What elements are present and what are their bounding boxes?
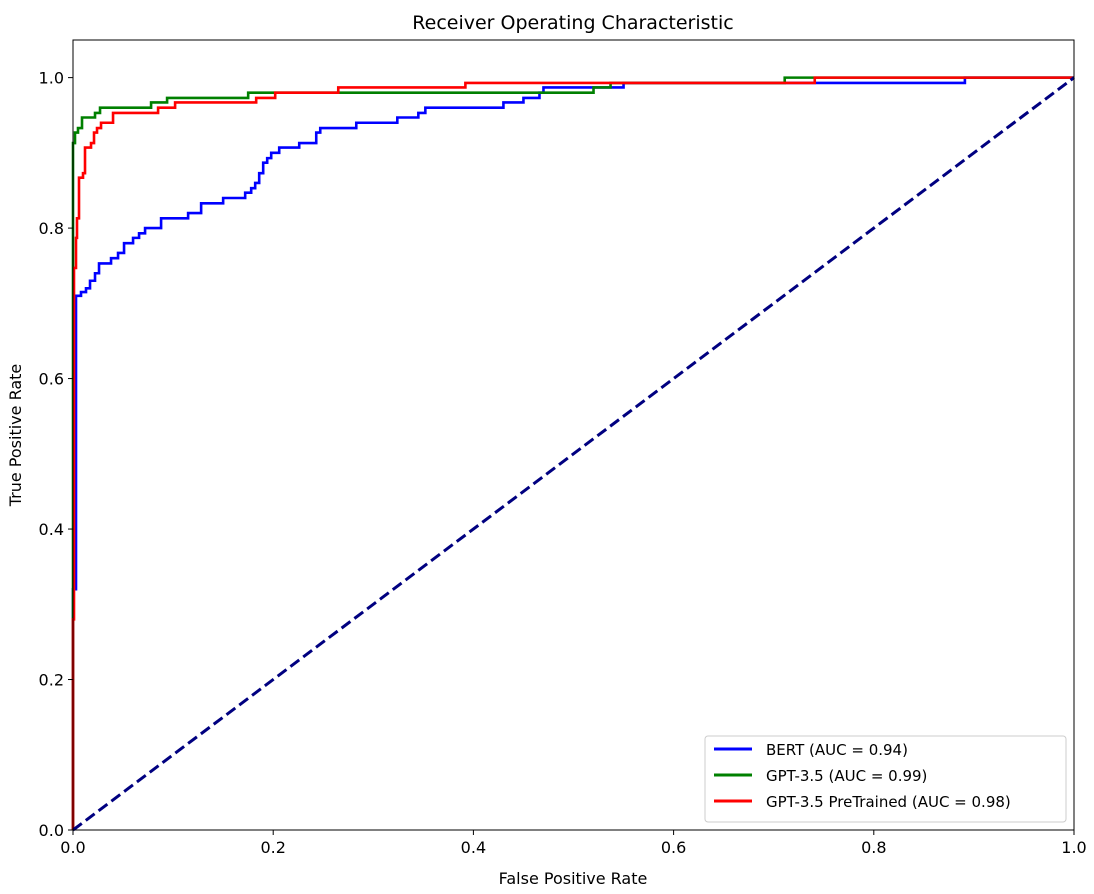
x-tick-label: 0.6 (661, 838, 686, 857)
plot-area (71, 76, 1075, 832)
chart-title: Receiver Operating Characteristic (412, 12, 733, 34)
y-tick-label: 1.0 (39, 69, 64, 88)
y-axis-label: True Positive Rate (6, 364, 25, 508)
x-tick-label: 0.2 (260, 838, 285, 857)
y-tick-label: 0.2 (39, 671, 64, 690)
legend: BERT (AUC = 0.94) GPT-3.5 (AUC = 0.99) G… (704, 735, 1067, 823)
legend-label-bert: BERT (AUC = 0.94) (766, 741, 908, 759)
legend-label-gpt35-pretrained: GPT-3.5 PreTrained (AUC = 0.98) (766, 793, 1011, 811)
series-line-gpt-3-5-pretrained (71, 76, 1074, 830)
axes-frame (72, 39, 1075, 831)
y-tick-label: 0.8 (39, 219, 64, 238)
x-axis-label: False Positive Rate (499, 869, 648, 888)
legend-box (704, 735, 1067, 823)
x-tick-label: 0.8 (861, 838, 886, 857)
y-tick-label: 0.6 (39, 370, 64, 389)
x-tick-label: 1.0 (1061, 838, 1086, 857)
series-line-bert (71, 76, 1074, 830)
axis-ticks: 0.0 0.2 0.4 0.6 0.8 1.0 0.0 0.2 0.4 0.6 0.8 1.0 (39, 69, 1087, 857)
x-tick-label: 0.4 (461, 838, 486, 857)
legend-label-gpt35: GPT-3.5 (AUC = 0.99) (766, 767, 927, 785)
series-line-chance-line (72, 76, 1075, 832)
y-tick-label: 0.0 (39, 821, 64, 840)
x-tick-label: 0.0 (60, 838, 85, 857)
y-tick-label: 0.4 (39, 520, 64, 539)
series-line-gpt-3-5 (71, 76, 1074, 830)
